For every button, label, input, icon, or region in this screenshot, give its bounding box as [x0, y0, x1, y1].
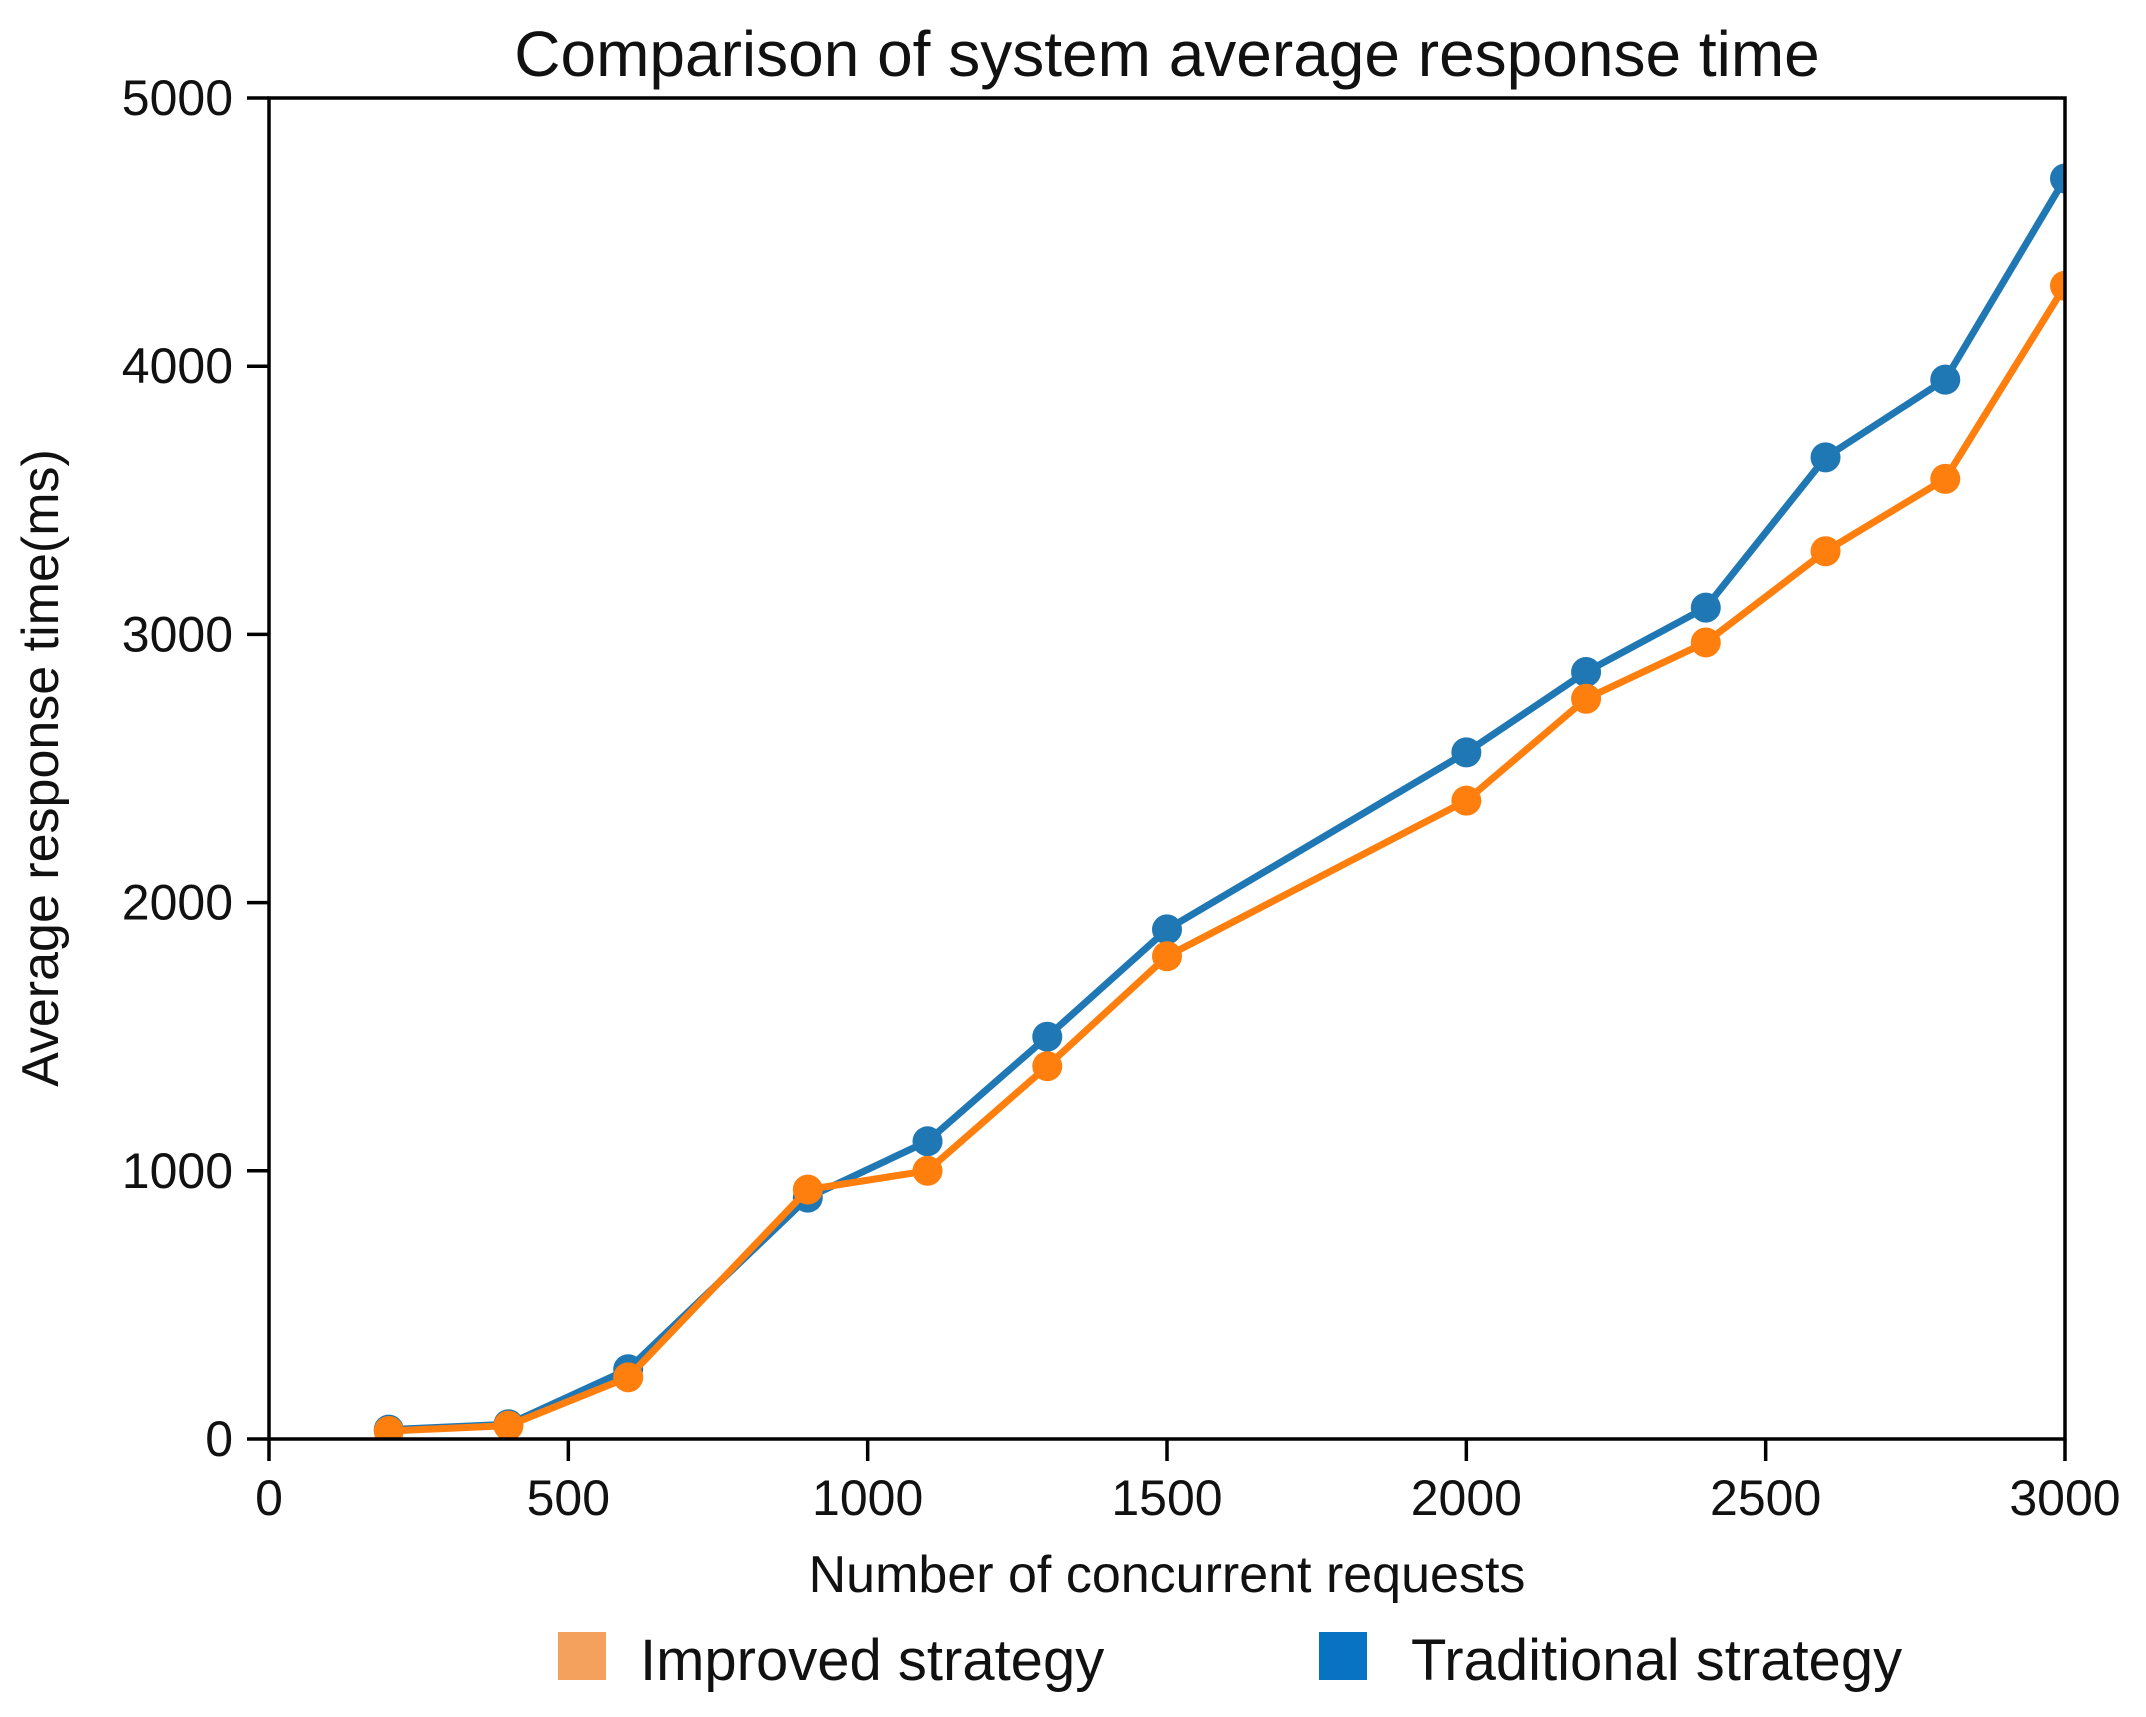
series-marker	[1571, 656, 1602, 687]
series-marker	[1810, 442, 1841, 473]
series-marker	[2050, 270, 2065, 301]
series-marker	[373, 1415, 404, 1439]
x-tick-label: 1000	[812, 1470, 923, 1526]
series-marker	[1032, 1051, 1063, 1082]
x-axis-label: Number of concurrent requests	[809, 1546, 1526, 1604]
data-series	[373, 163, 2065, 1439]
legend-label: Traditional strategy	[1411, 1628, 1902, 1693]
x-tick-label: 500	[527, 1470, 610, 1526]
series-marker	[1930, 463, 1961, 494]
x-tick-label: 0	[255, 1470, 283, 1526]
series-marker	[613, 1362, 644, 1393]
series-line	[388, 176, 2065, 1434]
x-tick-label: 2000	[1411, 1470, 1522, 1526]
series-marker	[912, 1155, 943, 1186]
legend-swatch	[558, 1632, 606, 1680]
x-tick-label: 2500	[1710, 1470, 1821, 1526]
series-marker	[1451, 737, 1482, 768]
series-marker	[1451, 785, 1482, 816]
series-marker	[1152, 941, 1182, 972]
legend-entry: Improved strategy	[558, 1628, 1104, 1693]
series-marker	[1032, 1021, 1063, 1052]
legend-label: Improved strategy	[640, 1628, 1104, 1693]
y-tick-label: 0	[205, 1411, 233, 1467]
series-marker	[792, 1174, 823, 1205]
legend-swatch	[1319, 1632, 1367, 1680]
series-marker	[2050, 163, 2065, 194]
chart-title: Comparison of system average response ti…	[514, 18, 1819, 90]
y-tick-label: 3000	[122, 606, 233, 662]
series-marker	[912, 1126, 943, 1157]
y-tick-label: 1000	[122, 1143, 233, 1199]
axis-ticks: 0 500 1000 1500 2000 2500 3000 0 1000 2000 3000 400…	[122, 70, 2121, 1526]
y-tick-label: 2000	[122, 875, 233, 931]
y-axis-label: Average response time(ms)	[12, 449, 70, 1087]
series-marker	[1152, 914, 1182, 945]
series-marker	[1690, 627, 1721, 658]
series-marker	[1571, 683, 1602, 714]
series-marker	[1690, 592, 1721, 623]
plot-frame	[267, 96, 2067, 1441]
x-tick-label: 3000	[2009, 1470, 2120, 1526]
series-marker	[493, 1410, 524, 1439]
legend: Improved strategy Traditional strategy	[558, 1628, 1902, 1693]
y-tick-label: 5000	[122, 70, 233, 126]
legend-entry: Traditional strategy	[1319, 1628, 1902, 1693]
series-marker	[1930, 364, 1961, 395]
x-tick-label: 1500	[1111, 1470, 1222, 1526]
series-marker	[1810, 536, 1841, 567]
y-tick-label: 4000	[122, 338, 233, 394]
